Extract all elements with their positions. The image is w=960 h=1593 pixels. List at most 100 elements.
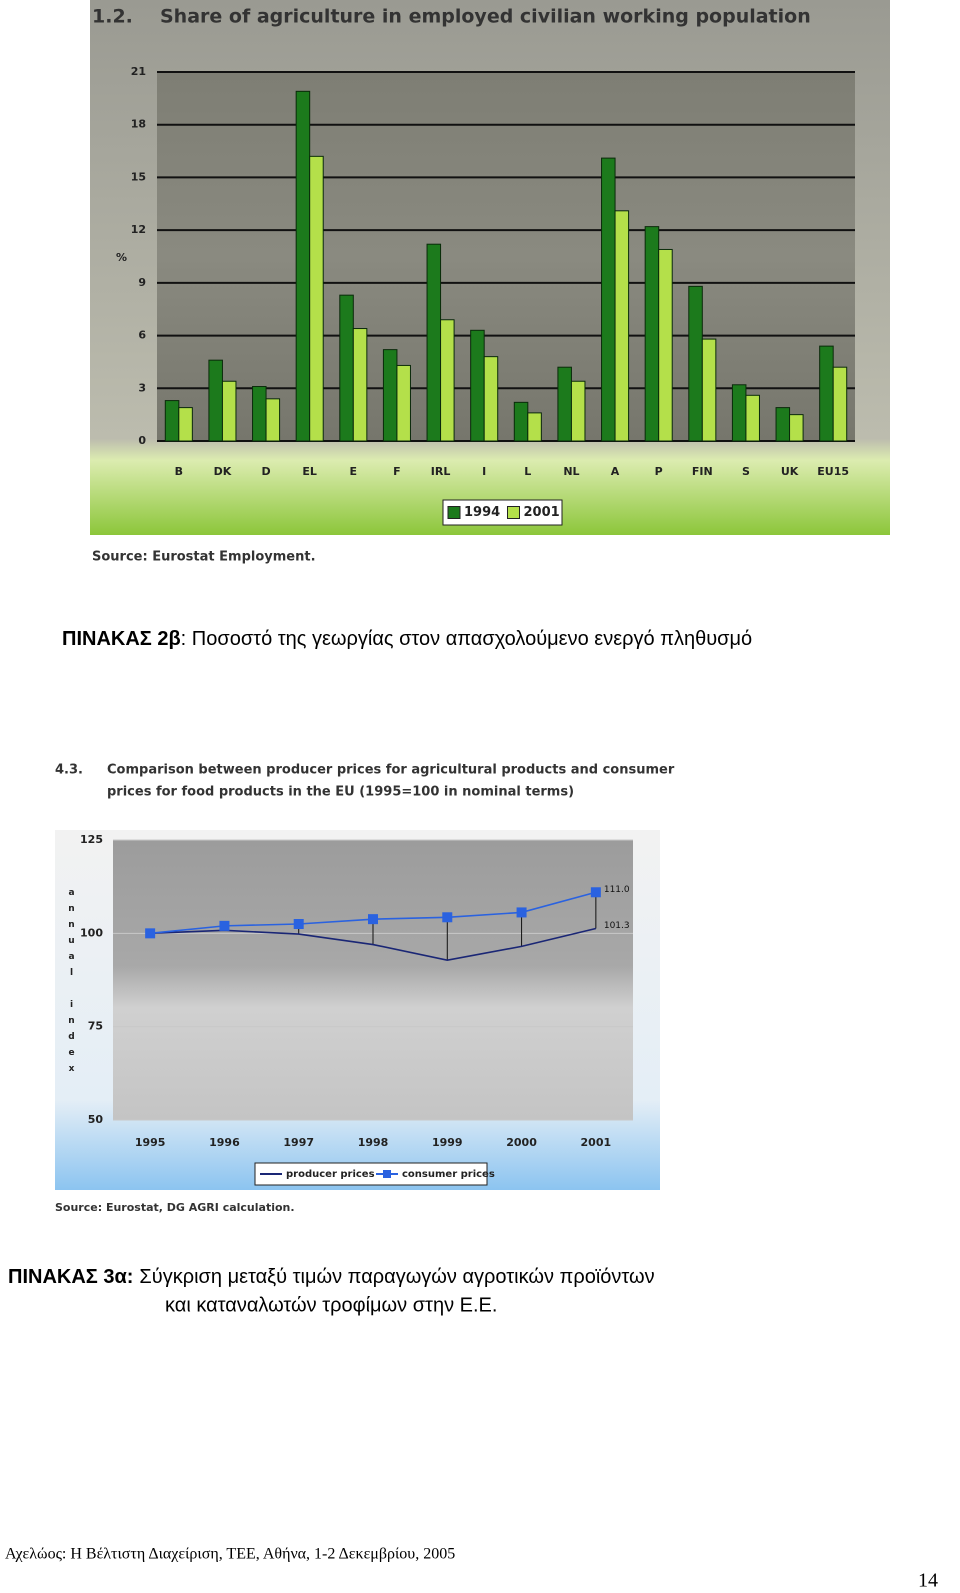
y-tick-label: 9 (138, 276, 146, 289)
y-tick-label: 3 (138, 381, 146, 394)
legend-label: 1994 (464, 505, 500, 520)
source-note: Source: Eurostat Employment. (92, 550, 316, 565)
x-tick-label: FIN (692, 465, 713, 478)
bar (832, 366, 848, 442)
footer: Αχελώος: Η Βέλτιστη Διαχείριση, ΤΕΕ, Αθή… (5, 1546, 455, 1563)
bar (164, 400, 180, 442)
caption-label: ΠΙΝΑΚΑΣ 3α: (8, 1266, 133, 1288)
x-tick-label: 1999 (432, 1136, 463, 1149)
y-axis-label: annual index (67, 888, 77, 1080)
bar (775, 407, 791, 442)
y-axis-label: % (116, 251, 127, 264)
x-tick-label: D (261, 465, 270, 478)
plot-background (157, 72, 855, 441)
x-tick-label: P (655, 465, 663, 478)
bar (701, 338, 717, 442)
chart-title: prices for food products in the EU (1995… (107, 785, 574, 800)
y-tick-label: 21 (131, 65, 146, 78)
y-tick-label: 100 (80, 926, 103, 939)
bar (309, 155, 324, 442)
bar (483, 356, 499, 442)
caption-label: ΠΙΝΑΚΑΣ 2β (62, 628, 181, 650)
bar (426, 243, 442, 442)
legend-swatch (447, 506, 461, 519)
marker (368, 914, 378, 925)
x-tick-label: EU15 (817, 465, 849, 478)
data-label: 101.3 (604, 921, 630, 931)
caption: ΠΙΝΑΚΑΣ 3α: Σύγκριση μεταξύ τιμών παραγωγ… (8, 1266, 655, 1288)
x-tick-label: B (175, 465, 183, 478)
marker (145, 928, 156, 939)
marker (590, 887, 601, 898)
marker (516, 907, 527, 918)
x-tick-label: S (742, 465, 750, 478)
y-tick-label: 18 (131, 118, 146, 131)
bar (644, 226, 660, 442)
bar (396, 364, 411, 442)
legend-swatch (383, 1170, 391, 1178)
legend-label: producer prices (286, 1169, 375, 1180)
bar (601, 157, 616, 442)
marker (219, 920, 230, 931)
x-tick-label: 2000 (506, 1136, 537, 1149)
bar (470, 329, 485, 442)
chart-number: 1.2. (92, 6, 133, 28)
x-tick-label: DK (214, 465, 232, 478)
chart-title: Comparison between producer prices for a… (107, 763, 675, 778)
y-tick-label: 75 (88, 1020, 103, 1033)
legend-label: consumer prices (402, 1169, 495, 1180)
x-tick-label: 1995 (135, 1136, 166, 1149)
bar (178, 407, 193, 442)
x-tick-label: A (611, 465, 620, 478)
x-tick-label: E (350, 465, 358, 478)
bar (688, 285, 703, 442)
x-tick-label: I (482, 465, 486, 478)
data-label: 111.0 (604, 885, 630, 895)
page-number: 14 (918, 1570, 938, 1592)
chart-number: 4.3. (55, 763, 83, 778)
bar (789, 414, 804, 442)
bar (382, 349, 398, 442)
bar (745, 394, 760, 442)
x-tick-label: 1996 (209, 1136, 240, 1149)
bar (440, 319, 455, 442)
bar (352, 328, 368, 442)
x-tick-label: 2001 (581, 1136, 612, 1149)
bar (570, 380, 586, 442)
x-tick-label: F (393, 465, 401, 478)
caption: ΠΙΝΑΚΑΣ 2β: Ποσοστό της γεωργίας στον απ… (62, 628, 752, 650)
marker (442, 912, 453, 923)
legend-box (442, 499, 563, 526)
plot-background (113, 840, 633, 1120)
legend-box (254, 1162, 488, 1186)
caption-text: και καταναλωτών τροφίμων στην Ε.Ε. (165, 1294, 497, 1316)
y-tick-label: 6 (138, 329, 146, 342)
bar (557, 366, 572, 442)
bar (265, 398, 281, 442)
bar (208, 359, 223, 442)
x-tick-label: NL (563, 465, 579, 478)
bar (658, 248, 673, 442)
bar (731, 384, 747, 442)
caption-text: Σύγκριση μεταξύ τιμών παραγωγών αγροτικώ… (139, 1266, 654, 1288)
bar (221, 380, 237, 442)
bar (513, 401, 529, 442)
x-tick-label: L (524, 465, 531, 478)
y-tick-label: 15 (131, 170, 146, 183)
source-note: Source: Eurostat, DG AGRI calculation. (55, 1201, 295, 1214)
y-tick-label: 50 (88, 1113, 104, 1126)
x-tick-label: IRL (431, 465, 451, 478)
x-tick-label: 1997 (283, 1136, 314, 1149)
x-tick-label: 1998 (358, 1136, 389, 1149)
y-tick-label: 12 (131, 223, 146, 236)
x-tick-label: EL (302, 465, 317, 478)
marker (293, 919, 304, 929)
bar (252, 386, 267, 442)
legend-label: 2001 (524, 505, 560, 520)
caption-text: : Ποσοστό της γεωργίας στον απασχολούμεν… (181, 628, 752, 650)
bar (819, 345, 834, 442)
y-tick-label: 125 (80, 833, 103, 846)
bar (527, 412, 542, 442)
